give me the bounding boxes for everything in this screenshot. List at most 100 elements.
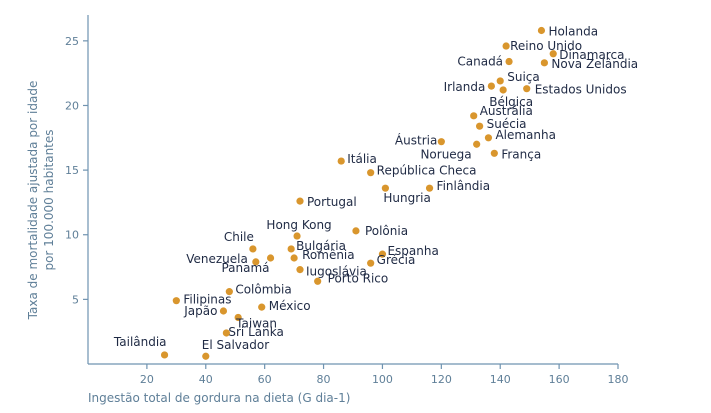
data-point (337, 157, 345, 165)
point-label: Canadá (457, 55, 503, 69)
data-point (549, 50, 557, 58)
point-label: Polônia (365, 224, 408, 238)
point-label: Noruega (420, 147, 471, 161)
y-tick-label: 25 (65, 35, 79, 48)
data-point (381, 184, 389, 192)
point-label: Nova Zelândia (551, 57, 638, 71)
point-label: Alemanha (495, 128, 556, 142)
point-label: Áustria (395, 133, 437, 148)
point-label: Portugal (307, 195, 357, 209)
data-point (490, 149, 498, 157)
y-axis-title-line-1: Taxa de mortalidade ajustada por idade (26, 81, 40, 321)
data-point (378, 250, 387, 258)
x-tick-label: 180 (608, 373, 629, 386)
data-point (352, 227, 360, 235)
point-label: Espanha (387, 244, 438, 258)
point-label: Hong Kong (266, 218, 331, 232)
x-tick-label: 80 (317, 373, 331, 386)
point-label: Reino Unido (510, 39, 582, 53)
point-label: Bulgária (296, 239, 346, 253)
point-label: Panamá (221, 261, 269, 275)
data-point (425, 184, 434, 192)
y-tick-label: 10 (65, 229, 79, 242)
point-label: Venezuela (186, 252, 248, 266)
point-label: França (501, 147, 541, 161)
y-tick-label: 15 (65, 164, 79, 177)
point-label: Chile (224, 230, 254, 244)
data-point (290, 254, 298, 262)
data-point (473, 140, 481, 148)
point-label: Itália (347, 152, 377, 166)
point-label: Tailândia (113, 335, 167, 349)
point-label: Austrália (480, 104, 533, 118)
data-point (367, 259, 375, 267)
point-label: Irlanda (444, 80, 486, 94)
point-label: Suiça (507, 70, 540, 84)
x-axis-title: Ingestão total de gordura na dieta (G di… (88, 391, 350, 405)
y-axis-title-line-2: por 100.000 habitantes (42, 129, 56, 270)
data-point (266, 254, 275, 262)
x-tick-label: 160 (549, 373, 570, 386)
point-label: Porto Rico (328, 271, 389, 285)
data-points (160, 26, 557, 360)
x-tick-label: 60 (258, 373, 272, 386)
y-axis-ticks: 5 10 15 20 25 (65, 35, 88, 306)
data-point (487, 82, 495, 90)
x-tick-label: 40 (199, 373, 213, 386)
point-label: Grécia (377, 253, 416, 267)
point-label: Sri Lanka (228, 325, 283, 339)
data-point (202, 352, 210, 360)
data-point (172, 297, 180, 305)
data-point (496, 77, 504, 85)
x-tick-label: 120 (431, 373, 452, 386)
data-point (484, 134, 493, 142)
data-point (160, 351, 169, 359)
point-label: Iugoslávia (306, 265, 367, 279)
point-label: Romênia (302, 248, 355, 262)
point-label: Colômbia (235, 283, 291, 297)
data-point (258, 303, 266, 311)
data-point (499, 86, 507, 94)
data-point (367, 169, 375, 177)
x-tick-label: 20 (140, 373, 154, 386)
point-label: Dinamarca (559, 48, 624, 62)
data-point (252, 258, 260, 266)
data-point (293, 232, 301, 240)
data-point (296, 197, 304, 205)
point-label: Hungria (383, 191, 430, 205)
data-point (505, 57, 513, 66)
data-point (225, 288, 233, 296)
data-point (222, 329, 230, 337)
data-point (540, 59, 548, 67)
point-label: Estados Unidos (535, 83, 627, 97)
y-tick-label: 5 (72, 293, 79, 306)
data-point (476, 122, 484, 130)
point-label: México (269, 299, 311, 313)
data-point (219, 307, 228, 315)
point-label: Holanda (548, 25, 598, 39)
point-label: Filipinas (183, 293, 231, 307)
x-axis-ticks: 20 40 60 80 100 120 140 160 180 (140, 364, 629, 386)
data-point (502, 42, 510, 50)
point-label: El Salvador (202, 338, 269, 352)
data-point (287, 245, 295, 253)
data-point (234, 313, 242, 322)
data-point (296, 266, 304, 274)
point-label: Bélgica (489, 95, 533, 109)
data-point (537, 26, 546, 35)
data-point (470, 112, 478, 120)
point-label: Japão (183, 304, 217, 318)
y-tick-label: 20 (65, 99, 79, 112)
data-point (523, 85, 531, 93)
x-tick-label: 140 (490, 373, 511, 386)
x-tick-label: 100 (372, 373, 393, 386)
data-point (437, 138, 445, 146)
point-label: Finlândia (437, 179, 491, 193)
data-point (249, 245, 257, 253)
point-label: República Checa (377, 164, 477, 178)
data-point (314, 277, 322, 285)
point-label: Suécia (487, 117, 527, 131)
point-label: Taiwan (235, 316, 277, 330)
